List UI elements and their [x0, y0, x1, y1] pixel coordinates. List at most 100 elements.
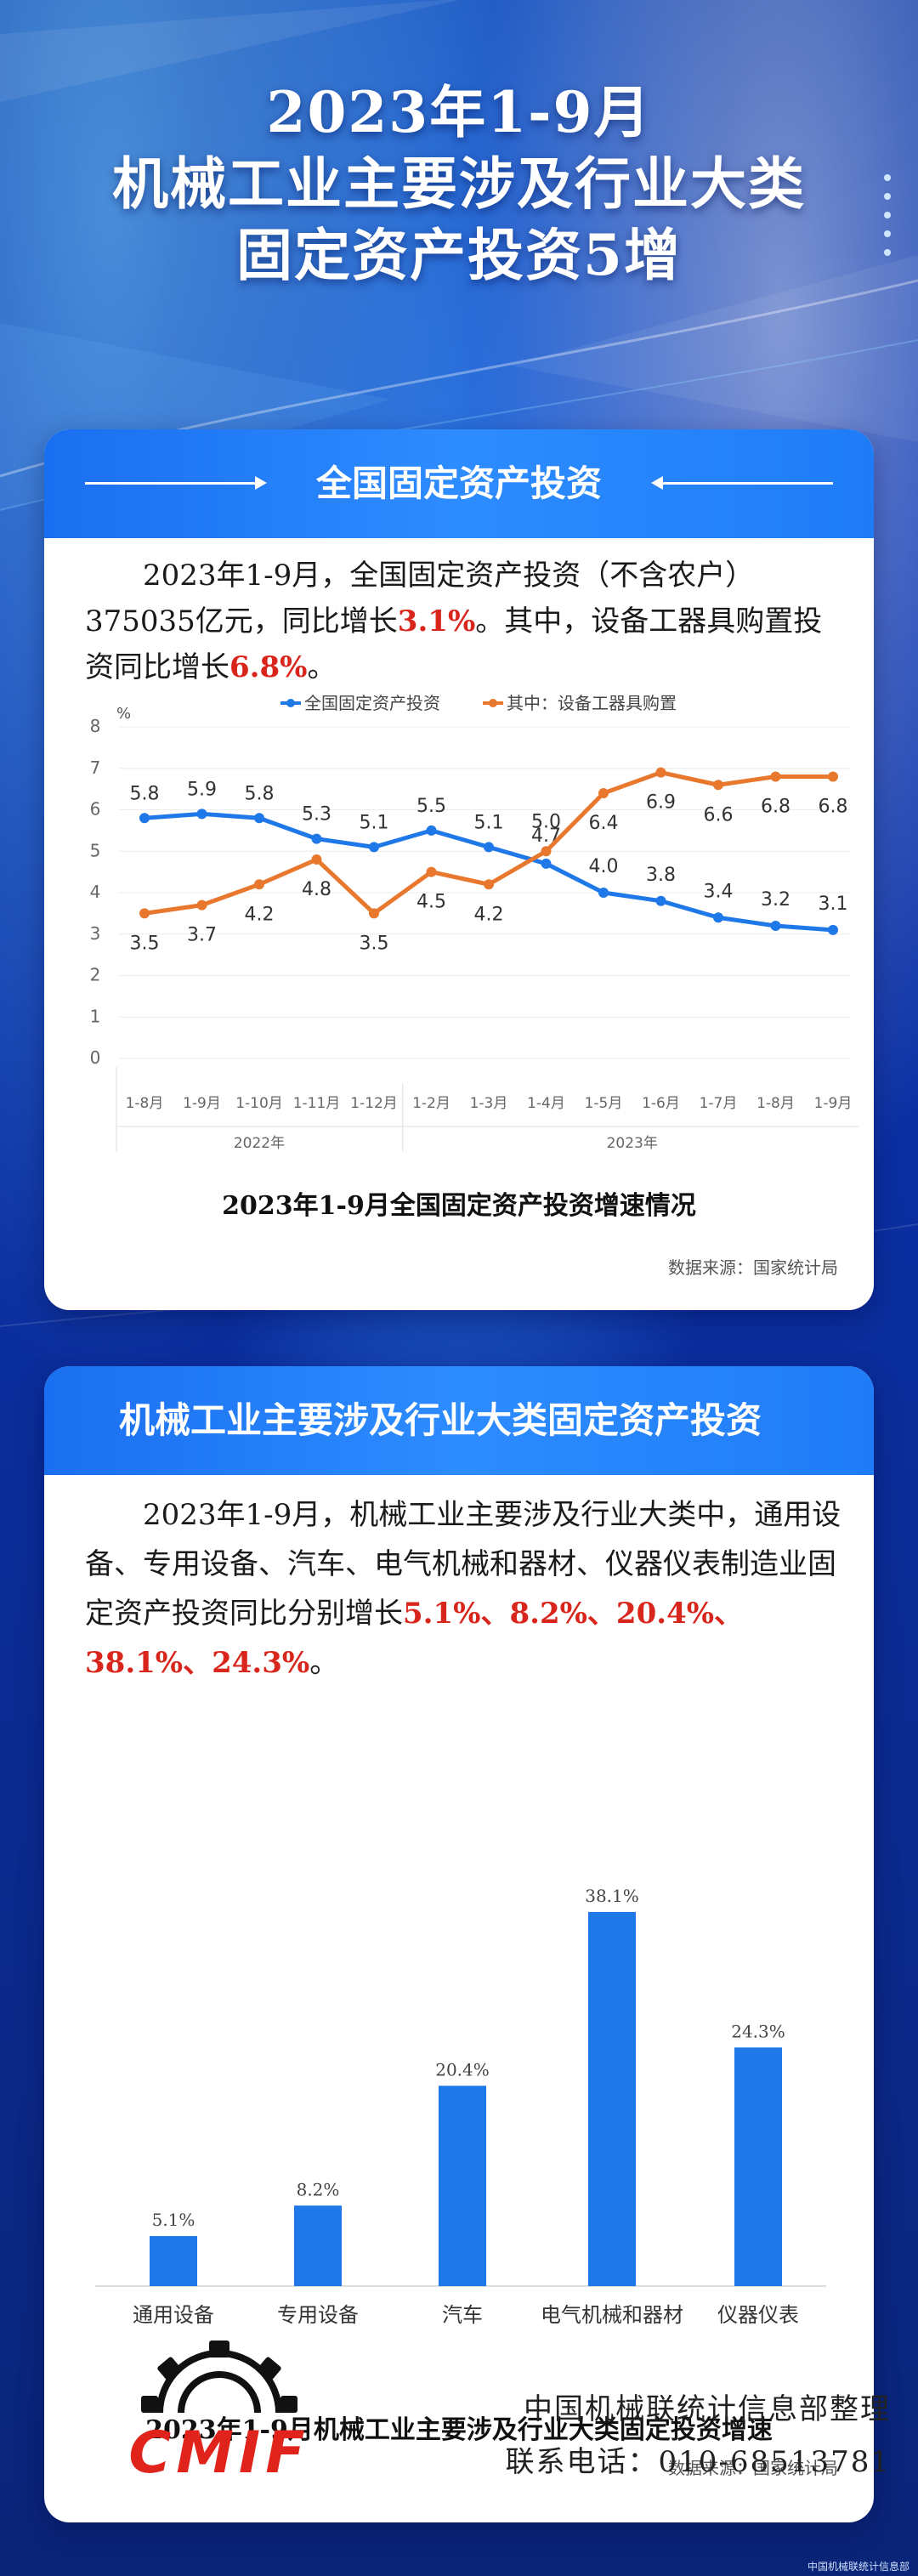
y-tick-label: 7: [90, 757, 101, 778]
data-point: [770, 771, 781, 782]
para1-highlight-a: 3.1%: [397, 604, 476, 638]
data-label: 4.0: [589, 856, 619, 877]
data-point: [139, 908, 150, 919]
data-point: [484, 879, 494, 890]
data-label: 5.8: [130, 783, 160, 804]
x-tick-label: 1-11月: [293, 1095, 341, 1112]
x-tick-label: 1-2月: [412, 1095, 450, 1112]
y-tick-label: 8: [90, 716, 101, 736]
para2-text-a: 2023年1-9月，机械工业主要涉及行业大类中，通用设备、专用设备、汽车、电气机…: [85, 1498, 842, 1631]
data-point: [139, 813, 150, 824]
legend-label: 全国固定资产投资: [304, 693, 440, 713]
bar: [588, 1911, 636, 2286]
data-point: [713, 780, 723, 791]
y-tick-label: 0: [90, 1047, 101, 1068]
data-point: [196, 899, 207, 911]
section2-header: 机械工业主要涉及行业大类固定资产投资: [44, 1366, 874, 1475]
chart2-source: 数据来源：国家统计局: [668, 2458, 838, 2478]
para1-text-a: 2023年1-9月，全国固定资产投资（不含农户）375035亿元，同比增长: [85, 559, 755, 638]
data-label: 5.5: [416, 796, 446, 817]
data-point: [598, 888, 609, 898]
data-label: 3.7: [187, 925, 217, 946]
x-group-label: 2023年: [607, 1135, 658, 1152]
data-label: 5.1: [360, 812, 389, 833]
data-point: [426, 825, 437, 836]
bar: [294, 2205, 342, 2286]
arrow-left-icon: [651, 476, 833, 490]
data-label: 6.8: [819, 797, 848, 818]
data-label: 6.4: [589, 813, 619, 834]
x-tick-label: 1-9月: [814, 1095, 853, 1112]
data-point: [828, 924, 838, 935]
y-tick-label: 4: [90, 882, 101, 902]
data-point: [655, 767, 666, 778]
x-tick-label: 1-10月: [235, 1095, 283, 1112]
para2-text-b: 。: [309, 1646, 339, 1680]
data-label: 4.5: [416, 892, 446, 913]
data-point: [311, 854, 322, 865]
section1-title: 全国固定资产投资: [315, 462, 602, 504]
data-label: 5.3: [302, 804, 332, 826]
data-label: 5.1: [474, 812, 504, 833]
line-chart-plot: % 0 1 2 3 4 5 6 7 8 全国固定资产投资 其中：设备工器具购置 5.8 5.9 5.8 5.3…: [90, 693, 858, 1152]
data-label: 5.9: [187, 779, 217, 800]
x-group-label: 2022年: [234, 1135, 285, 1152]
bar-value-label: 5.1%: [152, 2210, 196, 2230]
x-tick-label: 1-4月: [527, 1095, 565, 1112]
section2-paragraph: 2023年1-9月，机械工业主要涉及行业大类中，通用设备、专用设备、汽车、电气机…: [85, 1490, 842, 1688]
data-label: 3.5: [130, 933, 160, 954]
bar-value-label: 38.1%: [585, 1886, 639, 1906]
x-tick-label: 1-6月: [642, 1095, 680, 1112]
x-tick-label: 通用设备: [133, 2303, 214, 2327]
title-line-2: 机械工业主要涉及行业大类: [112, 150, 806, 217]
bar: [734, 2047, 782, 2286]
data-point: [369, 842, 379, 853]
x-tick-label: 1-5月: [585, 1095, 623, 1112]
chart1-source: 数据来源：国家统计局: [668, 1257, 838, 1278]
national-investment-card: 全国固定资产投资 2023年1-9月，全国固定资产投资（不含农户）375035亿…: [44, 429, 874, 1310]
data-label: 4.8: [302, 879, 332, 900]
y-tick-label: 6: [90, 799, 101, 820]
data-point: [655, 895, 666, 906]
data-point: [541, 846, 552, 857]
footer-org: 中国机械联统计信息部整理: [524, 2392, 891, 2426]
footer-phone: 联系电话：010-68513781: [505, 2445, 891, 2479]
x-tick-label: 仪器仪表: [717, 2303, 799, 2327]
chart1-caption: 2023年1-9月全国固定资产投资增速情况: [222, 1191, 696, 1221]
x-tick-label: 1-9月: [183, 1095, 221, 1112]
data-label: 5.8: [245, 783, 275, 804]
bar-value-label: 8.2%: [297, 2179, 340, 2199]
x-tick-label: 汽车: [442, 2303, 483, 2327]
chart2-caption: 2023年1-9月机械工业主要涉及行业大类固定投资增速: [145, 2415, 773, 2445]
bar-value-label: 24.3%: [731, 2021, 785, 2041]
data-label: 3.1: [819, 894, 848, 915]
data-label: 6.6: [704, 804, 734, 826]
data-label: 4.2: [474, 904, 504, 925]
data-label: 3.5: [360, 933, 389, 954]
x-tick-label: 1-8月: [756, 1095, 795, 1112]
data-point: [828, 771, 838, 782]
y-tick-label: 5: [90, 840, 101, 860]
data-point: [713, 912, 723, 923]
y-axis-unit: %: [116, 705, 131, 723]
cmif-logo: CMIF: [128, 2341, 309, 2481]
data-point: [484, 842, 494, 853]
y-tick-label: 2: [90, 965, 101, 985]
x-tick-label: 1-7月: [700, 1095, 738, 1112]
logo-text: CMIF: [128, 2420, 309, 2481]
data-label: 5.0: [531, 811, 561, 832]
y-tick-label: 3: [90, 923, 101, 944]
data-point: [770, 921, 781, 931]
data-label: 4.2: [245, 904, 275, 925]
x-tick-label: 电气机械和器材: [541, 2303, 683, 2327]
data-point: [541, 858, 552, 869]
data-point: [254, 813, 264, 824]
x-tick-label: 1-8月: [126, 1095, 164, 1112]
data-point: [426, 866, 437, 877]
data-label: 3.4: [704, 881, 734, 902]
data-point: [196, 809, 207, 820]
bar: [150, 2236, 197, 2286]
bar: [439, 2085, 486, 2286]
line-chart: % 0 1 2 3 4 5 6 7 8 全国固定资产投资 其中：设备工器具购置 5.8 5.9 5.8 5.3…: [90, 693, 858, 1152]
data-point: [311, 833, 322, 844]
